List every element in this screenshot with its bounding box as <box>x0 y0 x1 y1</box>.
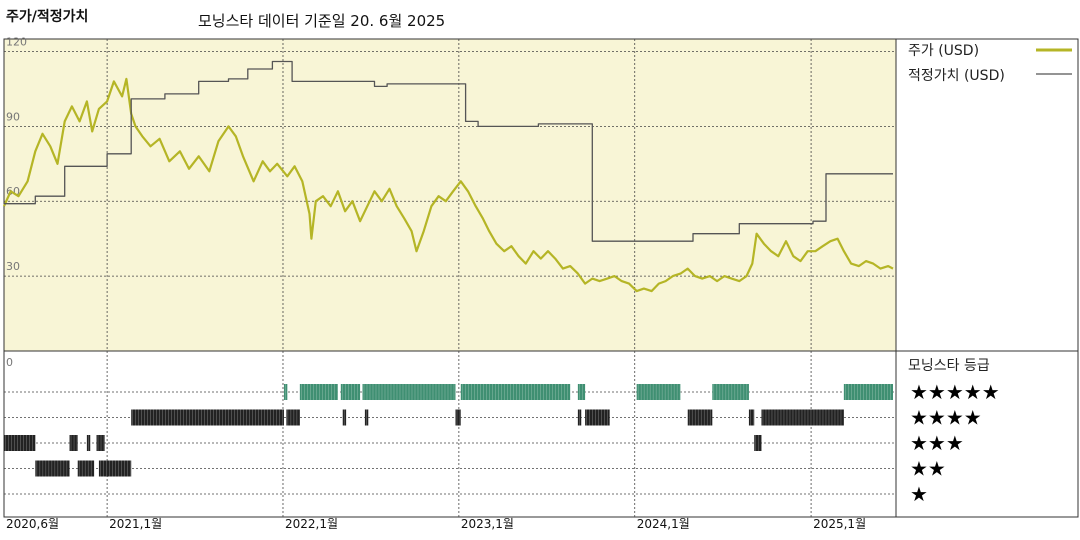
rating-bar <box>577 384 586 400</box>
rating-bar <box>77 460 95 477</box>
legend-price-label: 주가 (USD) <box>908 43 979 59</box>
rating-bar <box>299 384 338 400</box>
rating-level-label: ★★★ <box>910 431 964 455</box>
rating-bar <box>687 409 713 426</box>
chart-title: 주가/적정가치 <box>6 9 89 25</box>
rating-bar <box>754 435 762 451</box>
rating-bar <box>35 460 70 477</box>
x-tick-labels: 2020,6월 2021,1월 2022,1월 2023,1월 2024,1월 2025,… <box>6 517 866 531</box>
chart-subtitle: 모닝스타 데이터 기준일 20. 6월 2025 <box>198 12 446 30</box>
x-tick-label: 2020,6월 <box>6 517 59 531</box>
rating-bar <box>843 384 893 400</box>
fair-value-line <box>4 60 893 242</box>
rating-bar <box>131 409 284 426</box>
rating-bar <box>286 409 300 426</box>
x-tick-label: 2024,1월 <box>637 517 690 531</box>
rating-level-labels: ★★★★★★★★★★★★★★★ <box>910 380 1000 506</box>
rating-bar <box>69 435 78 451</box>
series-lines <box>2 60 894 293</box>
rating-bar <box>761 409 844 426</box>
rating-level-label: ★★★★★ <box>910 380 1000 404</box>
rating-bar <box>340 384 361 400</box>
rating-bar <box>4 435 36 451</box>
x-tick-label: 2023,1월 <box>461 517 514 531</box>
x-tick-label: 2021,1월 <box>109 517 162 531</box>
rating-level-label: ★★★★ <box>910 406 982 430</box>
rating-bar <box>636 384 681 400</box>
y-tick-label: 30 <box>6 260 20 273</box>
rating-bar <box>96 435 105 451</box>
rating-bar <box>86 435 91 451</box>
rating-bar <box>364 409 369 426</box>
rating-bar <box>712 384 749 400</box>
rating-panel-frame <box>3 350 1079 518</box>
price-line <box>2 77 894 293</box>
rating-level-label: ★★ <box>910 457 946 481</box>
rating-legend-title: 모닝스타 등급 <box>908 358 990 374</box>
rating-bar <box>283 384 288 400</box>
x-tick-label: 2022,1월 <box>285 517 338 531</box>
rating-bar <box>748 409 755 426</box>
rating-bar <box>460 384 571 400</box>
y-tick-label: 0 <box>6 356 13 369</box>
y-tick-label: 90 <box>6 110 20 123</box>
x-tick-label: 2025,1월 <box>813 517 866 531</box>
legend-fair-value-label: 적정가치 (USD) <box>908 68 1005 84</box>
rating-bar <box>342 409 347 426</box>
rating-bar <box>585 409 610 426</box>
rating-bars <box>4 384 893 477</box>
rating-bar <box>98 460 132 477</box>
rating-gridlines <box>4 391 896 495</box>
rating-bar <box>577 409 582 426</box>
horizontal-gridlines <box>4 51 896 277</box>
rating-bar <box>362 384 456 400</box>
rating-level-label: ★ <box>910 482 928 506</box>
y-tick-label: 120 <box>6 35 27 48</box>
rating-bar <box>455 409 461 426</box>
